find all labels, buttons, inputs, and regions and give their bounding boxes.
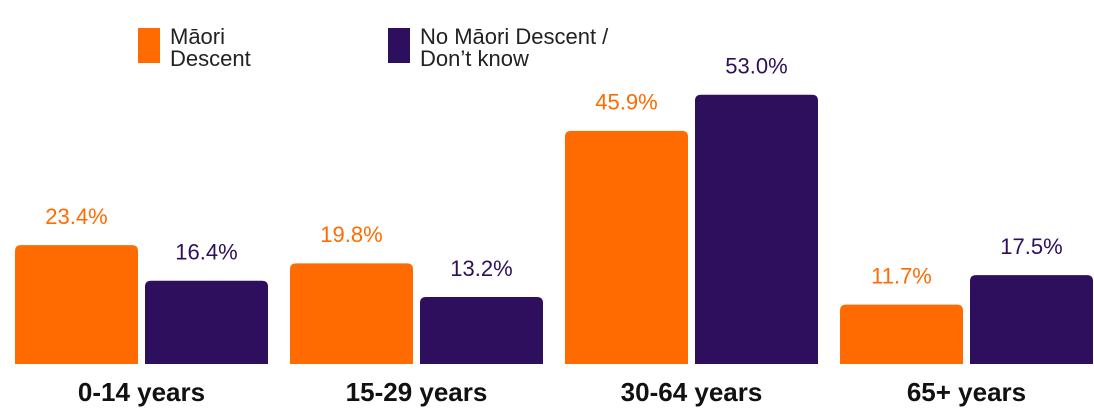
legend-label: No Māori Descent / Don’t know — [420, 24, 609, 71]
bar — [15, 245, 138, 364]
value-label: 23.4% — [45, 204, 107, 229]
value-label: 17.5% — [1000, 234, 1062, 259]
x-tick-label: 15-29 years — [346, 377, 488, 407]
x-tick-label: 30-64 years — [621, 377, 763, 407]
value-label: 53.0% — [725, 54, 787, 79]
bar — [565, 130, 688, 364]
x-tick-label: 65+ years — [907, 377, 1026, 407]
bar — [695, 94, 818, 364]
value-label: 13.2% — [450, 256, 512, 281]
legend-swatch — [388, 28, 410, 63]
bar — [970, 275, 1093, 364]
legend-swatch — [138, 28, 160, 63]
legend-item: No Māori Descent / Don’t know — [388, 26, 630, 70]
legend-label: Māori Descent — [170, 24, 251, 71]
value-label: 16.4% — [175, 240, 237, 265]
bar — [420, 296, 543, 364]
bar — [290, 263, 413, 364]
legend-item: Māori Descent — [138, 26, 300, 70]
x-tick-label: 0-14 years — [78, 377, 205, 407]
value-label: 45.9% — [595, 90, 657, 115]
bar — [145, 280, 268, 364]
bar — [840, 304, 963, 364]
value-label: 11.7% — [871, 263, 932, 288]
value-label: 19.8% — [320, 222, 382, 247]
